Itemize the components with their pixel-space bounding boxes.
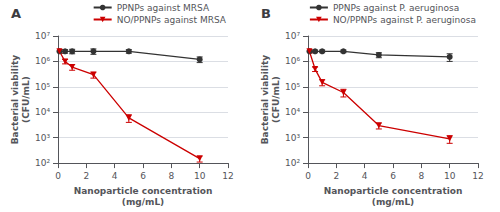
svg-text:2: 2 [333,171,339,181]
svg-text:Nanoparticle concentration: Nanoparticle concentration [324,186,463,196]
svg-text:0: 0 [305,171,311,181]
svg-text:10³: 10³ [35,133,50,143]
svg-text:B: B [261,6,271,21]
svg-text:12: 12 [472,171,483,181]
svg-text:NO/PPNPs against P. aeruginosa: NO/PPNPs against P. aeruginosa [333,15,476,25]
svg-text:4: 4 [362,171,368,181]
svg-text:10: 10 [194,171,206,181]
svg-text:10⁴: 10⁴ [35,107,50,117]
svg-text:6: 6 [140,171,146,181]
svg-text:Bacterial viability: Bacterial viability [10,55,20,145]
svg-text:10³: 10³ [285,133,300,143]
svg-text:PPNPs against P. aeruginosa: PPNPs against P. aeruginosa [333,3,459,13]
svg-text:10²: 10² [35,158,50,168]
svg-text:10⁶: 10⁶ [35,56,50,66]
svg-text:10⁵: 10⁵ [35,82,50,92]
svg-text:Nanoparticle concentration: Nanoparticle concentration [74,186,213,196]
svg-text:10⁴: 10⁴ [285,107,300,117]
svg-text:(mg/mL): (mg/mL) [372,197,414,207]
svg-text:10: 10 [444,171,456,181]
svg-text:12: 12 [222,171,233,181]
svg-text:0: 0 [55,171,61,181]
svg-text:6: 6 [390,171,396,181]
svg-text:8: 8 [418,171,424,181]
svg-text:10⁷: 10⁷ [285,31,300,41]
svg-text:(mg/mL): (mg/mL) [122,197,164,207]
svg-text:PPNPs against MRSA: PPNPs against MRSA [117,3,210,13]
svg-text:4: 4 [112,171,118,181]
svg-text:10⁶: 10⁶ [285,56,300,66]
svg-text:(CFU/mL): (CFU/mL) [21,76,31,123]
svg-text:10²: 10² [285,158,300,168]
svg-text:Bacterial viability: Bacterial viability [260,55,270,145]
svg-text:10⁵: 10⁵ [285,82,300,92]
svg-text:NO/PPNPs against MRSA: NO/PPNPs against MRSA [117,15,227,25]
svg-text:2: 2 [83,171,89,181]
svg-text:(CFU/mL): (CFU/mL) [271,76,281,123]
svg-text:8: 8 [168,171,174,181]
svg-text:10⁷: 10⁷ [35,31,50,41]
svg-text:A: A [11,6,21,21]
